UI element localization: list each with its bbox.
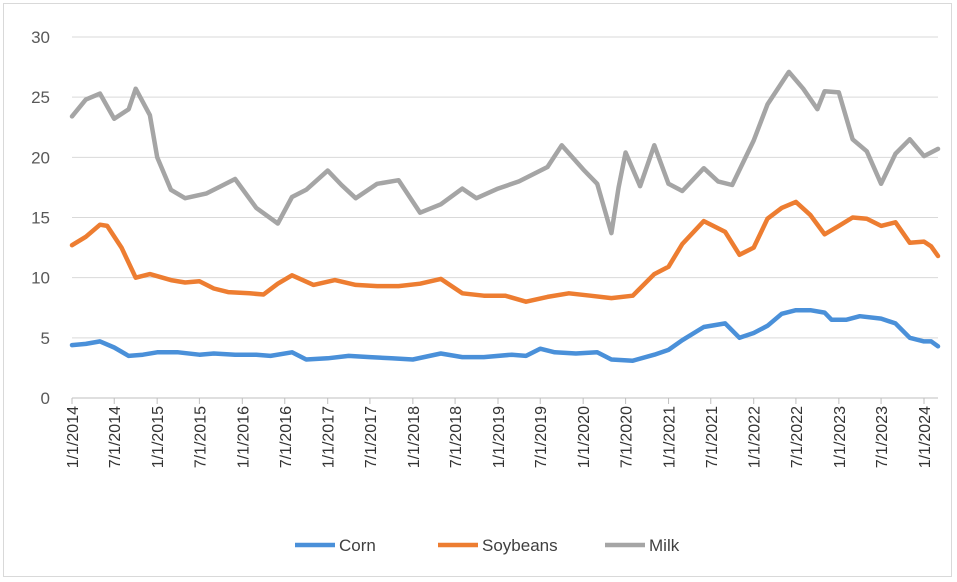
legend-label-corn: Corn	[339, 536, 376, 555]
legend-label-milk: Milk	[649, 536, 680, 555]
y-tick-label: 10	[31, 269, 50, 288]
x-tick-label: 1/1/2019	[491, 406, 508, 468]
x-tick-label: 1/1/2023	[832, 406, 849, 468]
line-chart: 0 5 10 15 20 25 30 1/1/2014 7/1/2014 1/1/2015 7/1/…	[31, 28, 941, 555]
y-tick-label: 5	[41, 329, 50, 348]
x-tick-label: 1/1/2022	[747, 406, 764, 468]
x-tick-label: 1/1/2020	[576, 406, 593, 468]
chart-container: 0 5 10 15 20 25 30 1/1/2014 7/1/2014 1/1/2015 7/1/…	[3, 3, 952, 577]
series-line-milk	[69, 69, 941, 236]
x-tick-label: 1/1/2015	[150, 406, 167, 468]
x-tick-label: 7/1/2019	[533, 406, 550, 468]
series-line-corn	[69, 307, 941, 363]
axes: 0 5 10 15 20 25 30 1/1/2014 7/1/2014 1/1/2015 7/1/…	[31, 28, 938, 468]
series-line-soybeans	[69, 199, 941, 304]
x-tick-label: 7/1/2018	[448, 406, 465, 468]
x-tick-label: 7/1/2017	[363, 406, 380, 468]
x-tick-label: 1/1/2017	[321, 406, 338, 468]
x-tick-label: 1/1/2014	[65, 406, 82, 468]
x-tick-label: 7/1/2016	[278, 406, 295, 468]
x-tick-label: 7/1/2021	[704, 406, 721, 468]
y-tick-label: 15	[31, 209, 50, 228]
x-tick-label: 7/1/2023	[874, 406, 891, 468]
y-tick-label: 0	[41, 389, 50, 408]
legend-label-soybeans: Soybeans	[482, 536, 558, 555]
x-tick-label: 7/1/2020	[619, 406, 636, 468]
y-tick-label: 25	[31, 88, 50, 107]
series-lines	[69, 69, 941, 363]
gridlines	[72, 36, 938, 339]
x-tick-label: 1/1/2018	[406, 406, 423, 468]
x-tick-label: 7/1/2022	[789, 406, 806, 468]
y-tick-label: 20	[31, 148, 50, 167]
y-tick-label: 30	[31, 28, 50, 47]
x-tick-label: 7/1/2015	[192, 406, 209, 468]
x-tick-label: 1/1/2024	[917, 406, 934, 468]
x-tick-label: 1/1/2021	[662, 406, 679, 468]
x-tick-label: 7/1/2014	[107, 406, 124, 468]
legend: Corn Soybeans Milk	[295, 536, 680, 555]
x-tick-label: 1/1/2016	[235, 406, 252, 468]
